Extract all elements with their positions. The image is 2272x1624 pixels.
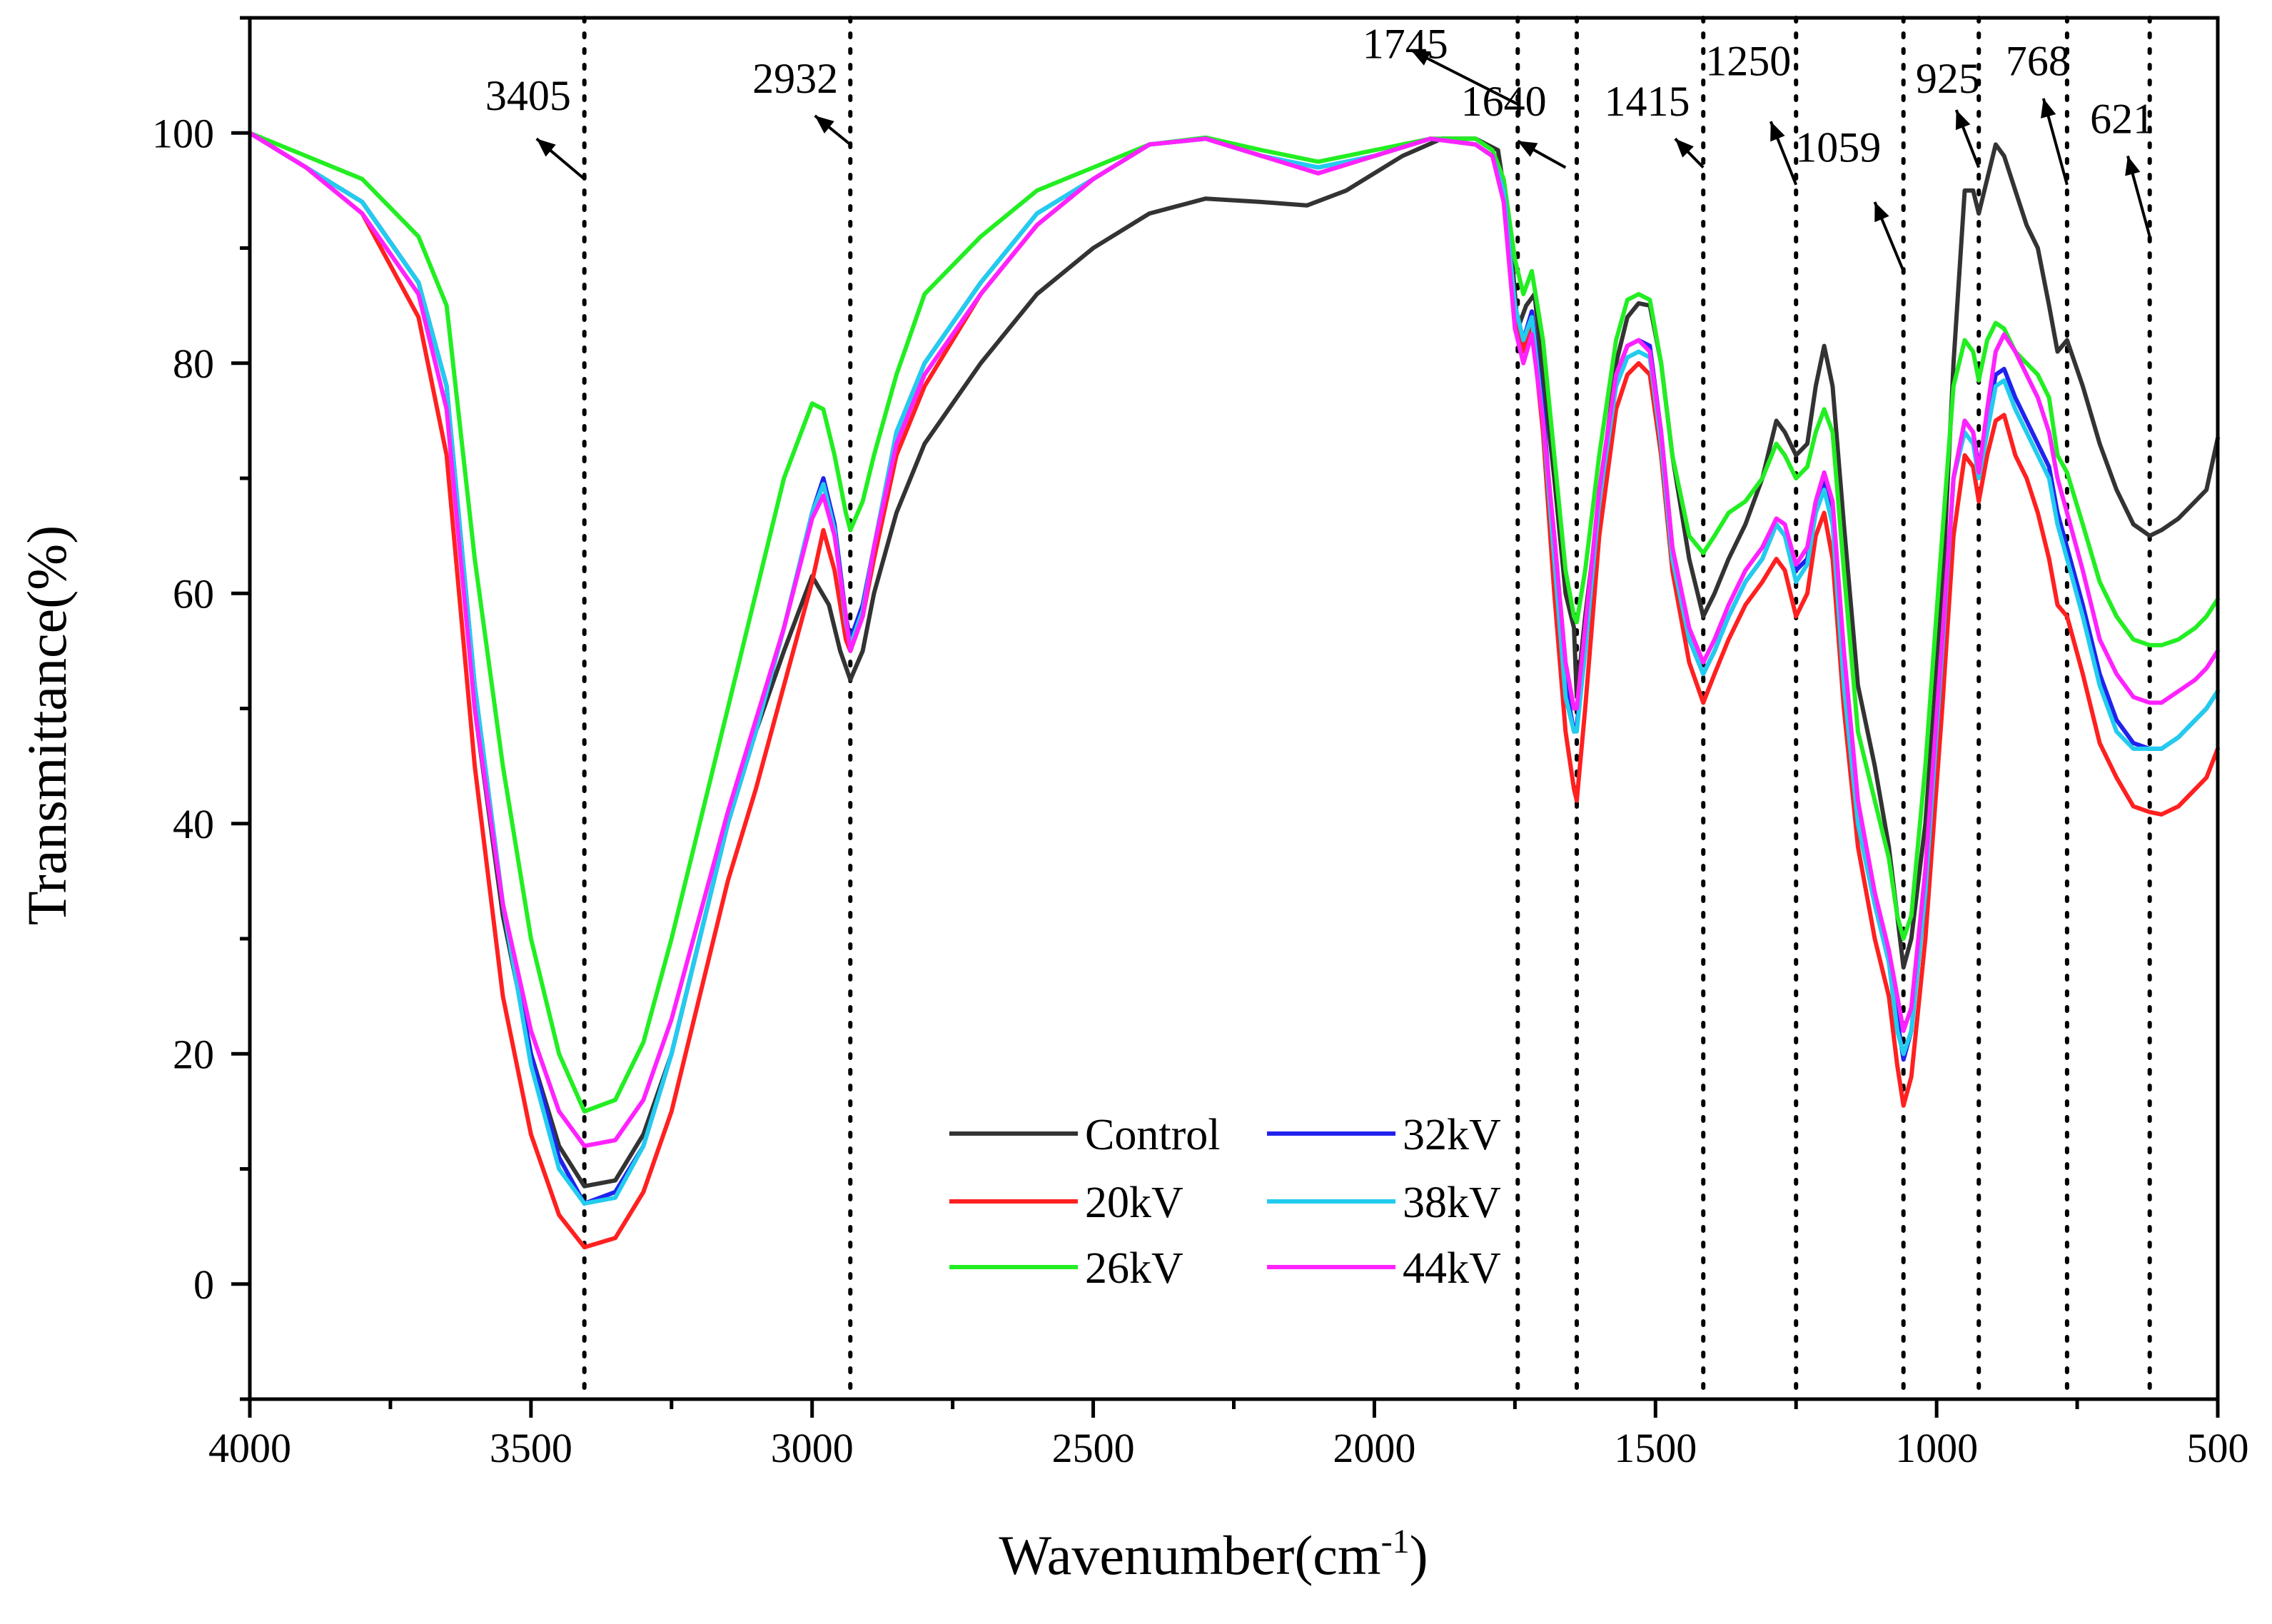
x-tick-label-3000: 3000 bbox=[771, 1425, 854, 1471]
legend-label-control: Control bbox=[1085, 1111, 1220, 1159]
series-line-control bbox=[248, 131, 2220, 1189]
x-tick-label-2000: 2000 bbox=[1333, 1425, 1415, 1471]
x-axis-title-sup: -1 bbox=[1381, 1523, 1410, 1560]
annotation-arrowhead-2932 bbox=[814, 116, 834, 133]
legend-label-44kv: 44kV bbox=[1403, 1244, 1501, 1293]
series-line-20kv bbox=[248, 131, 2220, 1250]
series-lines bbox=[248, 131, 2220, 1250]
plot-frame bbox=[248, 16, 2220, 1401]
annotation-label-768: 768 bbox=[2006, 38, 2070, 85]
annotation-label-2932: 2932 bbox=[752, 55, 838, 102]
x-axis-title-close: ) bbox=[1410, 1524, 1428, 1586]
annotation-arrowhead-621 bbox=[2125, 156, 2141, 176]
annotation-label-3405: 3405 bbox=[485, 72, 571, 119]
x-axis-title: Wavenumber(cm-1) bbox=[999, 1523, 1428, 1586]
series-line-32kv bbox=[248, 131, 2220, 1206]
annotation-arrowhead-768 bbox=[2041, 98, 2056, 118]
x-tick-label-500: 500 bbox=[2187, 1425, 2249, 1471]
annotation-label-1415: 1415 bbox=[1604, 78, 1690, 125]
annotation-arrowhead-3405 bbox=[536, 138, 556, 157]
annotation-arrowhead-1640 bbox=[1518, 141, 1538, 157]
x-tick-label-4000: 4000 bbox=[208, 1425, 291, 1471]
y-axis-title: Transmittance(%) bbox=[16, 525, 78, 925]
reference-lines bbox=[582, 16, 2152, 1401]
y-tick-label-40: 40 bbox=[173, 801, 214, 847]
annotation-arrowhead-1415 bbox=[1675, 138, 1694, 158]
legend-label-20kv: 20kV bbox=[1085, 1179, 1183, 1227]
annotation-arrow-line-1745 bbox=[1410, 49, 1519, 106]
annotation-label-925: 925 bbox=[1916, 55, 1980, 102]
annotation-label-1250: 1250 bbox=[1705, 38, 1791, 85]
legend-label-26kv: 26kV bbox=[1085, 1244, 1183, 1293]
annotation-label-1640: 1640 bbox=[1461, 78, 1547, 125]
annotation-label-621: 621 bbox=[2090, 95, 2154, 142]
annotation-arrowhead-1745 bbox=[1410, 50, 1431, 66]
legend-label-38kv: 38kV bbox=[1403, 1179, 1501, 1227]
y-tick-label-0: 0 bbox=[193, 1261, 214, 1308]
legend: Control 20kV 26kV 32kV 38kV 44kV bbox=[949, 1111, 1501, 1293]
series-line-38kv bbox=[248, 131, 2220, 1206]
legend-label-32kv: 32kV bbox=[1403, 1111, 1501, 1159]
annotation-label-1745: 1745 bbox=[1363, 20, 1448, 67]
annotation-arrowhead-1059 bbox=[1874, 202, 1889, 223]
x-tick-label-1000: 1000 bbox=[1895, 1425, 1978, 1471]
x-tick-label-2500: 2500 bbox=[1052, 1425, 1135, 1471]
x-tick-label-1500: 1500 bbox=[1614, 1425, 1697, 1471]
series-line-26kv bbox=[248, 131, 2220, 1114]
y-tick-label-20: 20 bbox=[173, 1031, 214, 1077]
x-axis-title-main: Wavenumber(cm bbox=[999, 1524, 1380, 1586]
annotation-arrowhead-1250 bbox=[1770, 121, 1785, 142]
y-tick-label-100: 100 bbox=[152, 110, 214, 156]
y-tick-label-80: 80 bbox=[173, 341, 214, 387]
x-tick-label-3500: 3500 bbox=[490, 1425, 572, 1471]
annotation-label-1059: 1059 bbox=[1795, 124, 1881, 171]
y-tick-label-60: 60 bbox=[173, 570, 214, 617]
axes: 4000 3500 3000 2500 2000 1500 1000 500 0 20 40 60 80… bbox=[152, 16, 2249, 1471]
series-line-44kv bbox=[248, 131, 2220, 1149]
annotation-arrowhead-925 bbox=[1955, 110, 1971, 131]
